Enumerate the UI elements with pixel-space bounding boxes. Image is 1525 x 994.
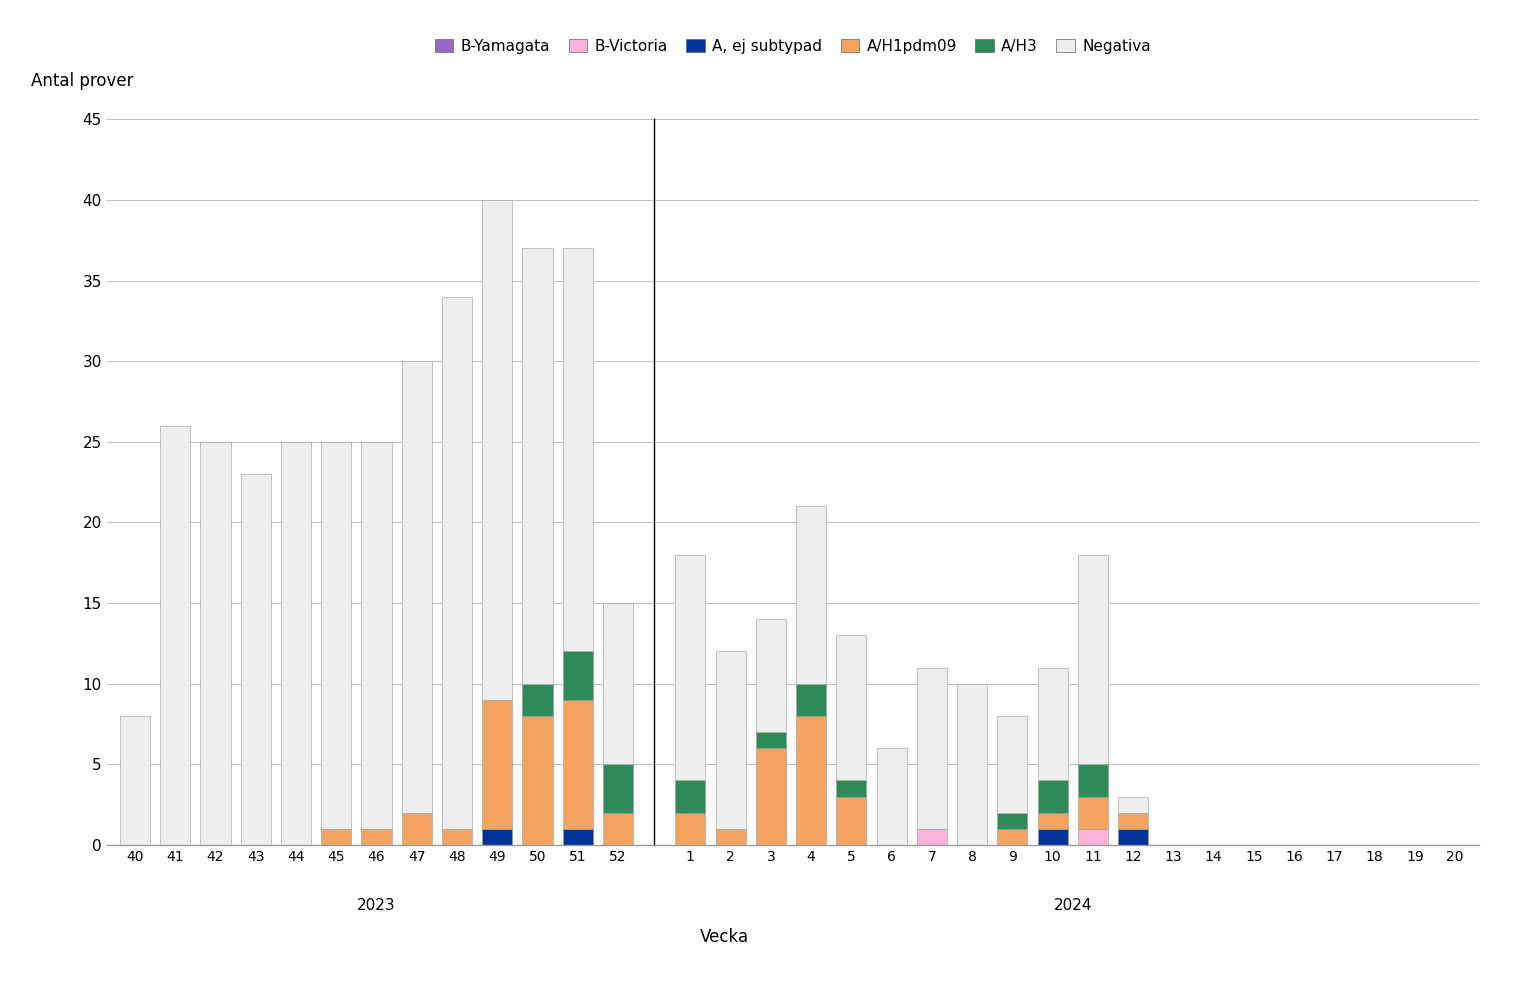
Bar: [676, 555, 706, 780]
Bar: [1078, 764, 1109, 796]
Bar: [401, 813, 432, 845]
Bar: [1118, 796, 1148, 813]
Bar: [1078, 829, 1109, 845]
Bar: [241, 474, 271, 845]
Bar: [877, 748, 907, 845]
Bar: [997, 716, 1028, 813]
Bar: [523, 248, 552, 684]
Bar: [756, 748, 785, 845]
Bar: [756, 619, 785, 732]
Bar: [917, 668, 947, 829]
Bar: [917, 829, 947, 845]
Bar: [482, 700, 512, 829]
Bar: [281, 441, 311, 845]
Text: 2023: 2023: [357, 898, 395, 912]
Bar: [160, 425, 191, 845]
Bar: [1037, 780, 1067, 813]
Bar: [1037, 813, 1067, 829]
Bar: [715, 651, 746, 829]
Bar: [1078, 796, 1109, 829]
Bar: [796, 684, 827, 716]
Bar: [796, 506, 827, 684]
Bar: [796, 716, 827, 845]
Bar: [715, 829, 746, 845]
Bar: [958, 684, 987, 845]
Bar: [482, 829, 512, 845]
Bar: [482, 200, 512, 700]
Bar: [322, 829, 351, 845]
Bar: [563, 651, 593, 700]
Legend: B-Yamagata, B-Victoria, A, ej subtypad, A/H1pdm09, A/H3, Negativa: B-Yamagata, B-Victoria, A, ej subtypad, …: [429, 33, 1157, 60]
Bar: [200, 441, 230, 845]
Bar: [1037, 668, 1067, 780]
Bar: [563, 700, 593, 829]
Bar: [997, 813, 1028, 829]
Bar: [756, 732, 785, 748]
Bar: [836, 635, 866, 780]
Bar: [836, 780, 866, 796]
Bar: [322, 441, 351, 829]
Bar: [563, 248, 593, 651]
Bar: [676, 813, 706, 845]
Bar: [523, 684, 552, 716]
Text: Vecka: Vecka: [700, 928, 749, 946]
Bar: [1078, 555, 1109, 764]
Text: 2024: 2024: [1054, 898, 1092, 912]
Bar: [361, 441, 392, 829]
Bar: [836, 796, 866, 845]
Bar: [1037, 829, 1067, 845]
Text: Antal prover: Antal prover: [32, 73, 134, 90]
Bar: [442, 829, 473, 845]
Bar: [563, 829, 593, 845]
Bar: [1118, 829, 1148, 845]
Bar: [602, 603, 633, 764]
Bar: [120, 716, 149, 845]
Bar: [361, 829, 392, 845]
Bar: [442, 296, 473, 829]
Bar: [602, 813, 633, 845]
Bar: [523, 716, 552, 845]
Bar: [676, 780, 706, 813]
Bar: [997, 829, 1028, 845]
Bar: [401, 361, 432, 813]
Bar: [602, 764, 633, 813]
Bar: [1118, 813, 1148, 829]
